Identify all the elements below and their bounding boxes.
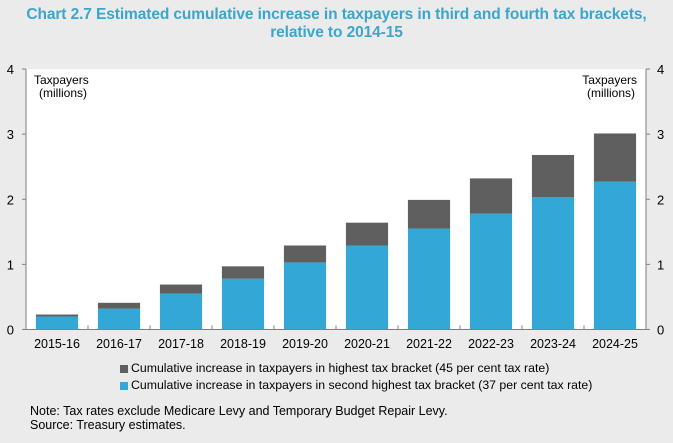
y-tick-label-left-3: 3 bbox=[7, 127, 14, 142]
x-tick-label-2017-18: 2017-18 bbox=[158, 337, 204, 351]
left-unit-label-line-2: (millions) bbox=[39, 86, 87, 100]
chart-title: Chart 2.7 Estimated cumulative increase … bbox=[0, 6, 673, 42]
legend: Cumulative increase in taxpayers in high… bbox=[120, 360, 592, 394]
legend-label-highest-bracket: Cumulative increase in taxpayers in high… bbox=[131, 361, 550, 375]
x-tick-label-2021-22: 2021-22 bbox=[406, 337, 452, 351]
chart-notes: Note: Tax rates exclude Medicare Levy an… bbox=[30, 404, 448, 432]
bar-highest-bracket-2019-20 bbox=[283, 245, 327, 263]
left-unit-label-line-1: Taxpayers bbox=[34, 73, 89, 87]
bar-highest-bracket-2018-19 bbox=[221, 266, 265, 279]
x-tick-label-2015-16: 2015-16 bbox=[34, 337, 80, 351]
y-tick-label-left-4: 4 bbox=[7, 62, 14, 77]
right-unit-label-line-2: (millions) bbox=[587, 86, 635, 100]
legend-swatch-second-highest-bracket bbox=[120, 381, 128, 390]
legend-swatch-highest-bracket bbox=[120, 364, 128, 373]
y-tick-label-right-1: 1 bbox=[657, 257, 664, 272]
y-ticks-group: 0 0 1 1 2 2 3 3 4 4 bbox=[7, 62, 664, 338]
bar-highest-bracket-2022-23 bbox=[469, 178, 513, 214]
x-tick-label-2024-25: 2024-25 bbox=[592, 337, 638, 351]
y-tick-label-left-2: 2 bbox=[7, 192, 14, 207]
y-tick-label-right-4: 4 bbox=[657, 62, 664, 77]
legend-label-second-highest-bracket: Cumulative increase in taxpayers in seco… bbox=[131, 378, 593, 392]
y-tick-label-right-2: 2 bbox=[657, 192, 664, 207]
y-tick-label-left-1: 1 bbox=[7, 257, 14, 272]
bar-highest-bracket-2016-17 bbox=[97, 302, 141, 309]
note-text: Note: Tax rates exclude Medicare Levy an… bbox=[30, 404, 448, 418]
bar-second-highest-bracket-2015-16 bbox=[35, 316, 79, 330]
bar-second-highest-bracket-2018-19 bbox=[221, 278, 265, 330]
x-ticks-group: 2015-16 2016-17 2017-18 2018-19 2019-20 2020-… bbox=[34, 325, 638, 351]
right-unit-label-line-1: Taxpayers bbox=[582, 73, 637, 87]
bar-second-highest-bracket-2024-25 bbox=[593, 181, 637, 330]
bar-second-highest-bracket-2020-21 bbox=[345, 245, 389, 330]
bars-group bbox=[35, 133, 637, 330]
chart-title-line-1: Chart 2.7 Estimated cumulative increase … bbox=[26, 6, 647, 23]
legend-item-second-highest-bracket: Cumulative increase in taxpayers in seco… bbox=[120, 377, 592, 394]
bar-highest-bracket-2024-25 bbox=[593, 133, 637, 182]
bar-second-highest-bracket-2016-17 bbox=[97, 308, 141, 330]
x-tick-label-2018-19: 2018-19 bbox=[220, 337, 266, 351]
bar-second-highest-bracket-2019-20 bbox=[283, 262, 327, 330]
y-tick-label-left-0: 0 bbox=[7, 323, 14, 338]
chart-title-line-2: relative to 2014-15 bbox=[270, 24, 403, 41]
y-tick-label-right-0: 0 bbox=[657, 323, 664, 338]
bar-highest-bracket-2023-24 bbox=[531, 154, 575, 198]
x-tick-label-2019-20: 2019-20 bbox=[282, 337, 328, 351]
bar-highest-bracket-2015-16 bbox=[35, 314, 79, 317]
x-tick-label-2016-17: 2016-17 bbox=[96, 337, 142, 351]
x-tick-label-2023-24: 2023-24 bbox=[530, 337, 576, 351]
x-tick-label-2022-23: 2022-23 bbox=[468, 337, 514, 351]
bar-highest-bracket-2021-22 bbox=[407, 199, 451, 229]
y-tick-label-right-3: 3 bbox=[657, 127, 664, 142]
source-text: Source: Treasury estimates. bbox=[30, 418, 186, 432]
bar-second-highest-bracket-2021-22 bbox=[407, 228, 451, 330]
bar-second-highest-bracket-2022-23 bbox=[469, 213, 513, 330]
bar-second-highest-bracket-2017-18 bbox=[159, 293, 203, 330]
legend-item-highest-bracket: Cumulative increase in taxpayers in high… bbox=[120, 360, 592, 377]
bar-second-highest-bracket-2023-24 bbox=[531, 197, 575, 330]
x-tick-label-2020-21: 2020-21 bbox=[344, 337, 390, 351]
bar-highest-bracket-2020-21 bbox=[345, 222, 389, 246]
bar-highest-bracket-2017-18 bbox=[159, 284, 203, 294]
